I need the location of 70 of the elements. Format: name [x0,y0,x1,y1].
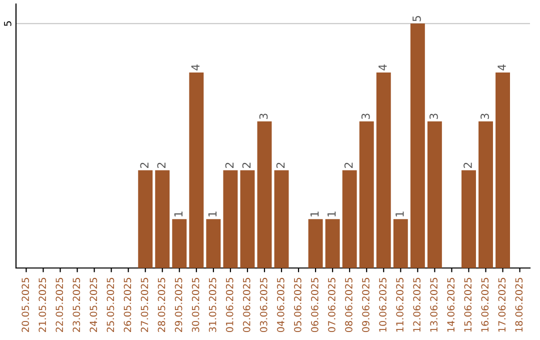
bar [342,170,357,268]
bar [427,121,442,268]
x-tick-label: 24.05.2025 [90,278,98,332]
x-tick-label: 08.06.2025 [345,278,352,332]
x-tick-label: 09.06.2025 [362,278,370,332]
x-tick-label: 12.06.2025 [413,278,420,332]
x-tick-label: 16.06.2025 [481,278,489,332]
x-tick-label: 25.05.2025 [106,278,114,332]
bar [359,121,374,268]
bar [172,219,187,268]
data-label: 1 [328,212,336,216]
bar [257,121,272,268]
data-label: 2 [225,162,234,168]
data-label: 2 [157,162,166,168]
bar [155,170,170,268]
bar [478,121,493,268]
x-tick-label: 13.06.2025 [430,278,438,332]
bar [223,170,238,268]
bar [496,72,510,268]
bar [410,24,425,268]
bar [138,170,153,268]
x-tick-label: 07.06.2025 [328,278,336,332]
bar [240,170,255,268]
data-label: 3 [361,114,370,120]
bar [274,170,289,268]
bar [206,219,221,268]
x-tick-label: 27.05.2025 [140,278,148,332]
x-tick-label: 22.05.2025 [56,278,64,332]
data-label: 2 [464,162,472,168]
data-label: 1 [310,212,319,216]
data-label: 4 [378,64,387,70]
x-tick-label: 28.05.2025 [158,278,166,332]
x-tick-label: 01.06.2025 [226,278,234,332]
data-label: 4 [498,64,506,70]
x-tick-label: 05.06.2025 [294,278,302,332]
data-label: 3 [430,114,438,120]
bar [393,219,408,268]
x-tick-label: 02.06.2025 [242,278,250,332]
data-label: 1 [208,212,216,216]
x-tick-label: 03.06.2025 [260,278,268,332]
bar [308,219,323,268]
data-label: 5 [412,16,421,22]
data-label: 3 [259,114,268,120]
bar [461,170,476,268]
x-tick-label: 20.05.2025 [22,278,30,332]
x-tick-label: 26.05.2025 [124,278,132,332]
x-tick-label: 23.05.2025 [72,278,80,332]
x-tick-label: 04.06.2025 [276,278,284,332]
x-tick-label: 29.05.2025 [174,278,182,332]
x-tick-label: 31.05.2025 [208,278,216,332]
x-tick-label: 18.06.2025 [515,278,523,332]
data-label: 3 [480,114,489,120]
x-tick-label: 30.05.2025 [192,278,200,332]
x-tick-label: 15.06.2025 [464,278,472,332]
data-label: 1 [396,212,404,216]
bar [325,219,340,268]
bar [189,72,204,268]
data-label: 2 [140,162,148,168]
x-tick-label: 11.06.2025 [396,278,404,332]
data-label: 4 [191,64,200,70]
data-label: 2 [344,162,353,168]
bar [376,72,391,268]
x-tick-label: 14.06.2025 [447,278,455,332]
x-tick-label: 06.06.2025 [311,278,318,332]
x-tick-label: 17.06.2025 [498,278,506,332]
x-tick-label: 21.05.2025 [38,278,46,332]
x-tick-label: 10.06.2025 [379,278,386,332]
data-label: 2 [242,162,251,168]
data-label: 2 [276,162,285,168]
data-label: 1 [174,212,182,216]
